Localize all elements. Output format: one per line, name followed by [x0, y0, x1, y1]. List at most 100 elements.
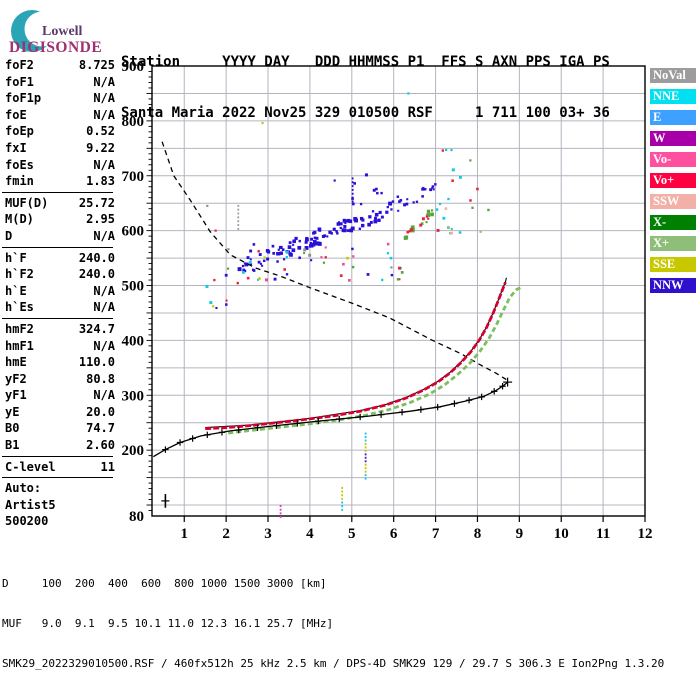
param-row-fmin: fmin 1.83: [2, 173, 115, 190]
legend-item-sse: SSE: [650, 257, 696, 272]
vertical-dotted-echo: [341, 508, 344, 511]
echo-dot-low-mix: [351, 265, 355, 269]
echo-dot-spread-f-main: [335, 230, 338, 233]
param-label: foF2: [5, 58, 34, 72]
echo-dot-left-mix: [236, 281, 239, 285]
echo-dot-spread-f-upper: [424, 188, 427, 191]
echo-dot-spread-f-main: [249, 262, 253, 266]
param-row-foe: foE N/A: [2, 107, 115, 124]
y-axis-label: 700: [122, 169, 145, 185]
echo-dot-band2-green: [426, 213, 429, 216]
header-column-labels: Station YYYY DAY DDD HHMMSS P1 FFS S AXN…: [121, 54, 610, 70]
echo-dot-low-mix: [398, 278, 401, 281]
param-row-500200: 500200: [2, 513, 115, 530]
param-row-foes: foEs N/A: [2, 157, 115, 174]
echo-dot-spread-f-main: [265, 249, 270, 253]
echo-dot-right-mix: [450, 227, 453, 230]
echo-dot-spread-f-upper: [398, 200, 401, 203]
legend-item-ssw: SSW: [650, 194, 696, 209]
echo-dot-high-blue: [380, 191, 383, 195]
echo-dot-spread-f-main: [360, 223, 365, 228]
echo-dot-low-mix: [352, 255, 355, 258]
echo-dot-spread-f-main: [374, 216, 377, 220]
param-value: N/A: [93, 228, 115, 243]
echo-dot-spread-f-main: [257, 260, 261, 264]
echo-dot-spread-f-upper: [397, 209, 400, 212]
param-value: N/A: [93, 300, 115, 315]
trace-artist-fit-overlay: [205, 277, 507, 429]
y-axis-label: 500: [122, 279, 145, 295]
param-value: N/A: [93, 91, 115, 106]
echo-dot-spread-f-main: [276, 251, 280, 256]
echo-dot-left-mix: [215, 306, 218, 310]
param-value: 25.72: [78, 195, 115, 210]
echo-dot-low-mix: [322, 261, 326, 264]
echo-dot-low-mix: [265, 278, 269, 282]
echo-dot-high-blue: [405, 202, 409, 206]
echo-dot-spread-f-main: [241, 264, 245, 268]
param-value: 9.22: [86, 140, 115, 155]
param-row-fxi: fxI 9.22: [2, 140, 115, 157]
param-label: h`F2: [5, 267, 34, 282]
param-label: MUF(D): [5, 195, 49, 210]
param-row-foep: foEp 0.52: [2, 123, 115, 140]
echo-dot-spread-f-main: [318, 229, 322, 232]
echo-dot-low-mix: [400, 271, 404, 274]
param-row-hf2: h`F2 240.0: [2, 266, 115, 283]
echo-dot-low-mix: [258, 277, 261, 280]
param-row-yf1: yF1 N/A: [2, 387, 115, 404]
echo-dot-low-mix: [246, 276, 250, 280]
param-label: yF2: [5, 371, 27, 386]
echo-dot-spread-f-main: [373, 219, 378, 224]
trace-muf-transmission-curve: [161, 141, 508, 381]
param-row-artist5: Artist5: [2, 497, 115, 514]
echo-dot-low-mix: [351, 247, 354, 251]
echo-dot-spread-f-main: [289, 253, 293, 257]
param-row-clevel: C-level 11: [2, 459, 115, 476]
echo-dot-low-mix: [308, 253, 312, 257]
d-distance-row: D 100 200 400 600 800 1000 1500 3000 [km…: [2, 577, 327, 591]
parameter-panel: foF2 8.725 foF1 N/A foF1p N/A foE N/A foEp 0.52 fx…: [2, 57, 115, 530]
vertical-dotted-echo: [341, 486, 344, 489]
echo-dot-spread-f-main: [369, 220, 373, 224]
echo-dot-low-mix: [298, 256, 301, 260]
file-info-row: SMK29_2022329010500.RSF / 460fx512h 25 k…: [2, 656, 665, 670]
param-value: 11: [100, 459, 115, 474]
vertical-dotted-echo: [341, 497, 344, 500]
echo-dot-low-mix: [252, 243, 256, 246]
echo-dot-spread-f-main: [313, 230, 317, 235]
echo-dot-low-mix: [381, 278, 384, 282]
echo-dot-high-blue: [333, 179, 336, 182]
echo-dot-spread-f-main: [380, 215, 384, 219]
vertical-dotted-echo: [364, 456, 367, 459]
echo-dot-spread-f-upper: [429, 188, 433, 192]
echo-dot-spread-f-main: [337, 221, 341, 224]
vertical-dotted-echo: [237, 212, 240, 215]
echo-dot-high-specks: [469, 159, 472, 162]
echo-dot-spread-f-main: [348, 219, 353, 224]
echo-dot-low-mix: [346, 256, 349, 260]
trace-true-height-profile: [152, 381, 509, 458]
param-separator: [2, 317, 113, 319]
echo-dot-high-specks: [445, 148, 448, 152]
vertical-dotted-echo: [237, 227, 240, 230]
echo-dot-low-mix: [390, 266, 393, 269]
param-label: M(D): [5, 212, 34, 227]
echo-dot-spread-f-main: [258, 253, 262, 256]
echo-dot-spread-f-main: [304, 240, 308, 244]
echo-dot-high-specks: [458, 175, 462, 179]
echo-dot-spread-f-main: [330, 232, 333, 235]
echo-dot-low-mix: [386, 252, 390, 255]
param-label: yF1: [5, 388, 27, 403]
echo-dot-low-mix: [257, 250, 260, 253]
param-row-fof1p: foF1p N/A: [2, 90, 115, 107]
echo-dot-spread-f-main: [313, 236, 317, 240]
echo-dot-stray: [407, 92, 410, 95]
legend-item-nnw: NNW: [650, 278, 696, 293]
echo-dot-left-mix: [212, 305, 215, 308]
echo-dot-spread-f-main: [249, 258, 252, 261]
param-label: hmF1: [5, 338, 34, 353]
legend-item-x: X+: [650, 236, 696, 251]
footer-block: D 100 200 400 600 800 1000 1500 3000 [km…: [2, 551, 664, 683]
legend-item-nne: NNE: [650, 89, 696, 104]
